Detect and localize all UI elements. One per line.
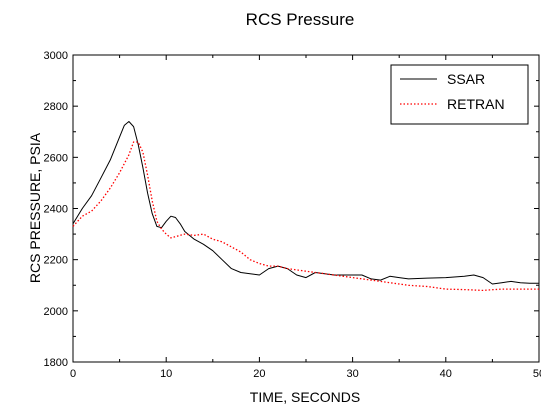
legend-label-ssar: SSAR	[447, 71, 485, 87]
y-axis-ticks: 1800 2000 2200 2400 2600 2800 3000	[44, 50, 539, 369]
y-tick-label: 2200	[44, 255, 68, 267]
y-tick-label: 1800	[44, 357, 68, 369]
x-tick-label: 0	[70, 368, 76, 380]
y-axis-label: RCS PRESSURE, PSIA	[27, 132, 43, 283]
series-line-retran	[72, 141, 539, 292]
legend: SSAR RETRAN	[390, 64, 529, 125]
series-line-ssar	[72, 121, 539, 285]
chart-title: RCS Pressure	[246, 10, 355, 29]
y-tick-label: 2600	[44, 152, 68, 164]
x-tick-label: 10	[160, 368, 172, 380]
series-layer	[72, 121, 539, 292]
x-axis-ticks: 0 10 20 30 40 50	[70, 55, 541, 380]
x-tick-label: 20	[253, 368, 265, 380]
x-axis-label: TIME, SECONDS	[250, 389, 360, 405]
x-tick-label: 30	[346, 368, 358, 380]
y-tick-label: 2000	[44, 306, 68, 318]
legend-label-retran: RETRAN	[447, 96, 505, 112]
y-tick-label: 2800	[44, 101, 68, 113]
legend-box	[390, 64, 529, 125]
x-tick-label: 50	[533, 368, 541, 380]
y-tick-label: 2400	[44, 204, 68, 216]
y-tick-label: 3000	[44, 50, 68, 62]
x-tick-label: 40	[440, 368, 452, 380]
